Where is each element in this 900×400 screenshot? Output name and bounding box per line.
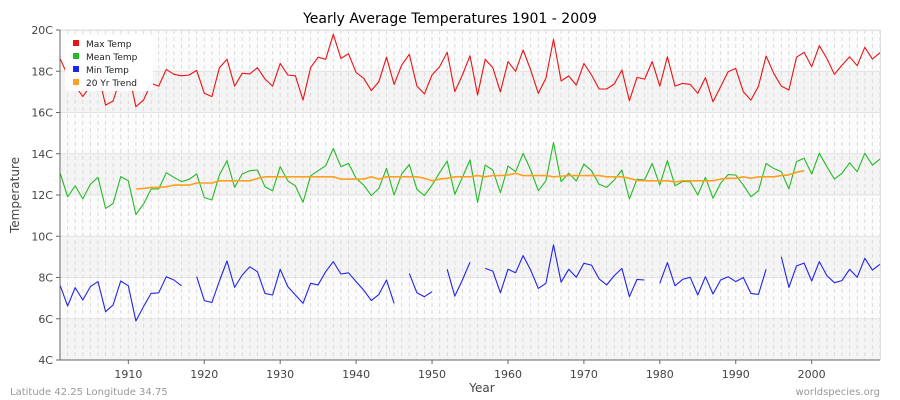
series-line-min-temp — [196, 260, 395, 304]
background-band — [60, 71, 880, 113]
legend-label-mean-temp: Mean Temp — [86, 53, 138, 63]
plot-top-border — [60, 30, 880, 31]
legend-swatch-20-yr-trend — [73, 79, 79, 85]
y-tick-label: 4C — [38, 354, 53, 367]
x-tick-label: 1950 — [418, 368, 446, 381]
y-tick-labels: 4C 6C 8C 10C 12C 14C 16C 18C 20C — [31, 24, 60, 367]
chart-title: Yearly Average Temperatures 1901 - 2009 — [302, 11, 597, 27]
y-axis-label: Temperature — [8, 157, 22, 234]
series-line-max-temp — [59, 33, 881, 108]
x-tick-label: 1930 — [266, 368, 294, 381]
legend-label-20-yr-trend: 20 Yr Trend — [86, 79, 137, 89]
series-line-min-temp — [59, 276, 182, 322]
y-tick-label: 18C — [31, 65, 53, 78]
x-tick-label: 1940 — [342, 368, 370, 381]
x-tick-label: 1970 — [570, 368, 598, 381]
y-tick-label: 6C — [38, 313, 53, 326]
legend: Max Temp Mean Temp Min Temp 20 Yr Trend — [65, 35, 153, 91]
x-tick-labels: 1910 1920 1930 1940 1950 1960 1970 1980 1990 2000 — [114, 360, 826, 381]
y-tick-label: 14C — [31, 148, 53, 161]
y-tick-label: 20C — [31, 24, 53, 37]
footer-location: Latitude 42.25 Longitude 34.75 — [10, 387, 168, 398]
legend-box — [65, 35, 153, 91]
x-tick-label: 1980 — [646, 368, 674, 381]
x-axis-label: Year — [468, 381, 494, 395]
plot-right-border — [880, 30, 881, 360]
series-line-20-yr-trend — [135, 169, 805, 190]
x-tick-label: 1910 — [114, 368, 142, 381]
y-tick-label: 10C — [31, 230, 53, 243]
background-band — [60, 112, 880, 154]
y-tick-label: 8C — [38, 272, 53, 285]
background-band — [60, 30, 880, 72]
x-tick-label: 2000 — [798, 368, 826, 381]
x-tick-label: 1990 — [722, 368, 750, 381]
legend-label-max-temp: Max Temp — [86, 40, 132, 50]
series-line-min-temp — [780, 256, 881, 288]
y-tick-label: 12C — [31, 189, 53, 202]
series-line-min-temp — [446, 261, 471, 297]
legend-label-min-temp: Min Temp — [86, 66, 129, 76]
legend-swatch-min-temp — [73, 66, 79, 72]
legend-swatch-mean-temp — [73, 53, 79, 59]
series-line-min-temp — [659, 262, 767, 296]
series-line-mean-temp — [59, 142, 881, 215]
x-tick-label: 1960 — [494, 368, 522, 381]
series-line-min-temp — [485, 244, 645, 298]
series-line-min-temp — [408, 273, 433, 298]
footer-source[interactable]: worldspecies.org — [796, 387, 880, 398]
x-tick-label: 1920 — [190, 368, 218, 381]
y-tick-label: 16C — [31, 107, 53, 120]
legend-swatch-max-temp — [73, 40, 79, 46]
series-lines — [59, 33, 881, 322]
